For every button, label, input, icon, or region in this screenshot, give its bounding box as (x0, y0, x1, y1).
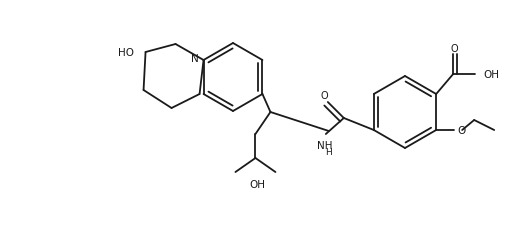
Text: O: O (319, 91, 327, 100)
Text: N: N (190, 54, 198, 64)
Text: OH: OH (249, 179, 265, 189)
Text: O: O (457, 125, 465, 135)
Text: H: H (325, 148, 332, 157)
Text: OH: OH (482, 70, 498, 80)
Text: O: O (450, 44, 458, 54)
Text: NH: NH (317, 140, 332, 150)
Text: HO: HO (117, 48, 133, 58)
